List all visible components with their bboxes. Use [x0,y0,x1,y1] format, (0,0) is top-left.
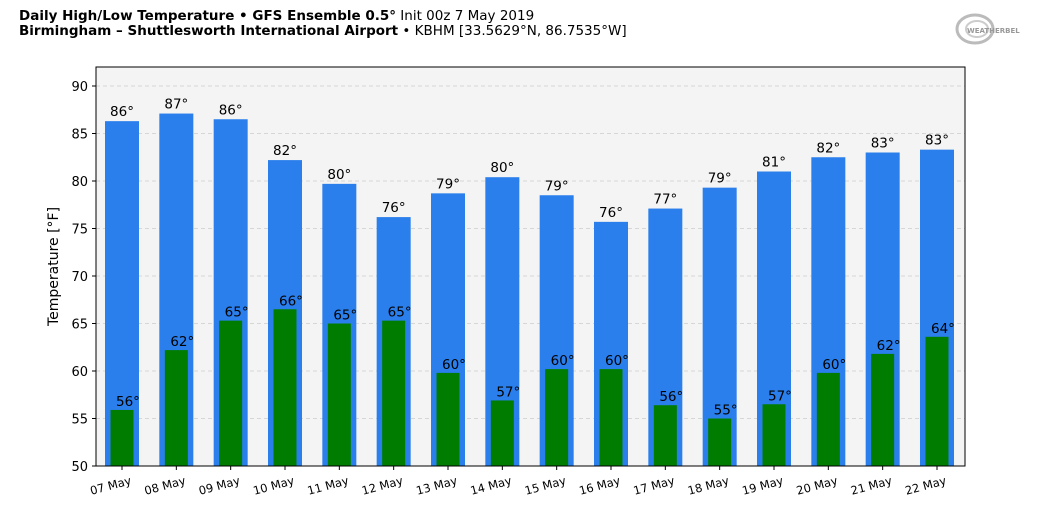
high-bar [105,121,139,467]
high-label: 77° [653,192,677,208]
low-label: 56° [116,394,140,410]
low-label: 62° [170,334,194,350]
y-tick-label: 85 [71,128,88,143]
x-tick-label: 19 May [741,473,785,497]
low-label: 66° [279,293,303,309]
y-tick-label: 90 [71,80,88,95]
high-bar [376,217,411,466]
high-bar [213,119,248,466]
x-tick-label: 12 May [360,473,404,497]
low-bar [327,323,351,466]
low-label: 60° [442,357,466,373]
x-tick-label: 21 May [849,473,893,497]
low-bar [164,350,188,466]
low-label: 62° [877,338,901,354]
high-bar [322,183,357,466]
y-tick-label: 55 [71,413,88,428]
svg-text:WEATHERBELL: WEATHERBELL [967,27,1020,35]
low-bar [599,369,623,466]
y-tick-label: 75 [71,223,88,238]
low-bar [653,405,677,466]
high-bar [757,171,791,466]
low-bar [708,418,732,466]
x-tick-label: 17 May [632,473,676,497]
high-bar [920,149,954,466]
high-bar [539,195,574,466]
x-tick-label: 13 May [415,473,459,497]
high-bar [702,187,737,466]
weatherbell-logo: WEATHERBELL [955,13,1020,45]
x-tick-label: 09 May [197,473,241,497]
low-label: 60° [551,353,575,369]
low-label: 57° [496,384,520,400]
low-label: 65° [333,308,357,324]
high-bar [648,208,683,467]
low-bar [382,320,406,466]
x-tick-label: 20 May [795,473,839,497]
low-label: 65° [225,305,249,321]
high-bar [485,177,520,466]
high-bar [594,221,628,466]
plot-area [96,67,965,466]
low-label: 55° [714,403,738,419]
low-label: 57° [768,388,792,404]
low-label: 60° [822,357,846,373]
plot-frame [95,66,966,467]
high-label: 79° [436,176,460,192]
high-bar [865,152,900,466]
high-label: 80° [490,160,514,176]
high-label: 80° [327,167,351,183]
low-bar [762,404,786,466]
high-label: 76° [599,205,623,221]
high-label: 86° [110,104,134,120]
y-axis-label: Temperature [°F] [46,207,62,327]
high-bar [159,113,194,467]
x-tick-label: 22 May [904,473,948,497]
low-bar [871,353,895,466]
x-tick-label: 14 May [469,473,513,497]
x-tick-label: 08 May [143,473,187,497]
y-tick-label: 65 [71,318,88,333]
chart-title-line2: Birmingham – Shuttlesworth International… [19,23,627,39]
low-bar [490,400,514,466]
chart-title-line1: Daily High/Low Temperature • GFS Ensembl… [19,8,535,24]
high-label: 83° [925,133,949,149]
low-bar [110,409,134,466]
high-bar [811,157,846,466]
high-label: 82° [273,143,297,159]
high-label: 87° [164,97,188,113]
low-bar [436,372,460,466]
x-tick-label: 07 May [89,473,133,497]
low-label: 56° [659,389,683,405]
y-tick-label: 80 [71,175,88,190]
high-bar [431,193,465,466]
low-bar [273,309,297,466]
low-bar [545,369,569,466]
high-bar [268,160,302,466]
high-label: 86° [219,102,243,118]
x-tick-label: 10 May [252,473,296,497]
low-label: 65° [388,305,412,321]
low-bar [219,320,243,466]
x-tick-label: 16 May [578,473,622,497]
high-label: 79° [708,171,732,187]
high-label: 79° [545,178,569,194]
x-tick-label: 18 May [686,473,730,497]
low-label: 64° [931,321,955,337]
low-bar [925,336,949,466]
high-label: 82° [816,140,840,156]
x-tick-label: 11 May [306,473,350,497]
high-label: 83° [871,136,895,152]
low-label: 60° [605,353,629,369]
y-tick-label: 70 [71,270,88,285]
high-label: 76° [382,200,406,216]
high-label: 81° [762,155,786,171]
y-tick-label: 60 [71,365,88,380]
x-tick-label: 15 May [523,473,567,497]
low-bar [816,372,840,466]
y-tick-label: 50 [71,460,88,475]
